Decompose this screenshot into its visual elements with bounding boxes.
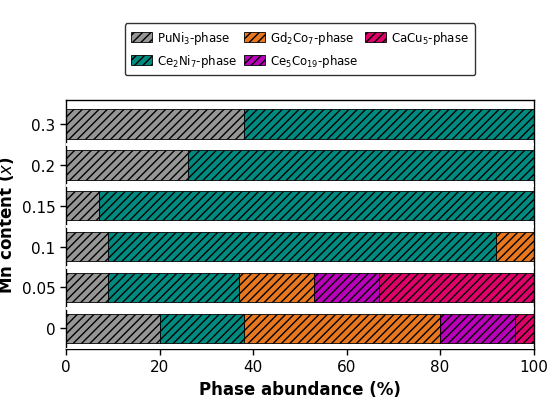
Bar (244, 314, 440, 343)
Bar (66, 110, 244, 140)
Bar (239, 273, 313, 302)
X-axis label: Phase abundance (%): Phase abundance (%) (199, 380, 401, 398)
Bar (314, 273, 379, 302)
Legend: PuNi$_3$-phase, Ce$_2$Ni$_7$-phase, Gd$_2$Co$_7$-phase, Ce$_5$Co$_{19}$-phase, C: PuNi$_3$-phase, Ce$_2$Ni$_7$-phase, Gd$_… (125, 24, 475, 76)
Bar (188, 151, 534, 180)
Bar (440, 314, 515, 343)
Y-axis label: Mn content ($x$): Mn content ($x$) (0, 156, 16, 293)
Bar (66, 232, 108, 261)
Bar (108, 232, 496, 261)
Bar (66, 314, 160, 343)
Bar (515, 314, 534, 343)
Bar (66, 273, 108, 302)
Bar (160, 314, 244, 343)
Bar (496, 232, 534, 261)
Bar (108, 273, 239, 302)
Bar (66, 151, 188, 180)
Bar (244, 110, 534, 140)
Bar (99, 192, 534, 221)
Bar (379, 273, 534, 302)
Bar (66, 192, 99, 221)
